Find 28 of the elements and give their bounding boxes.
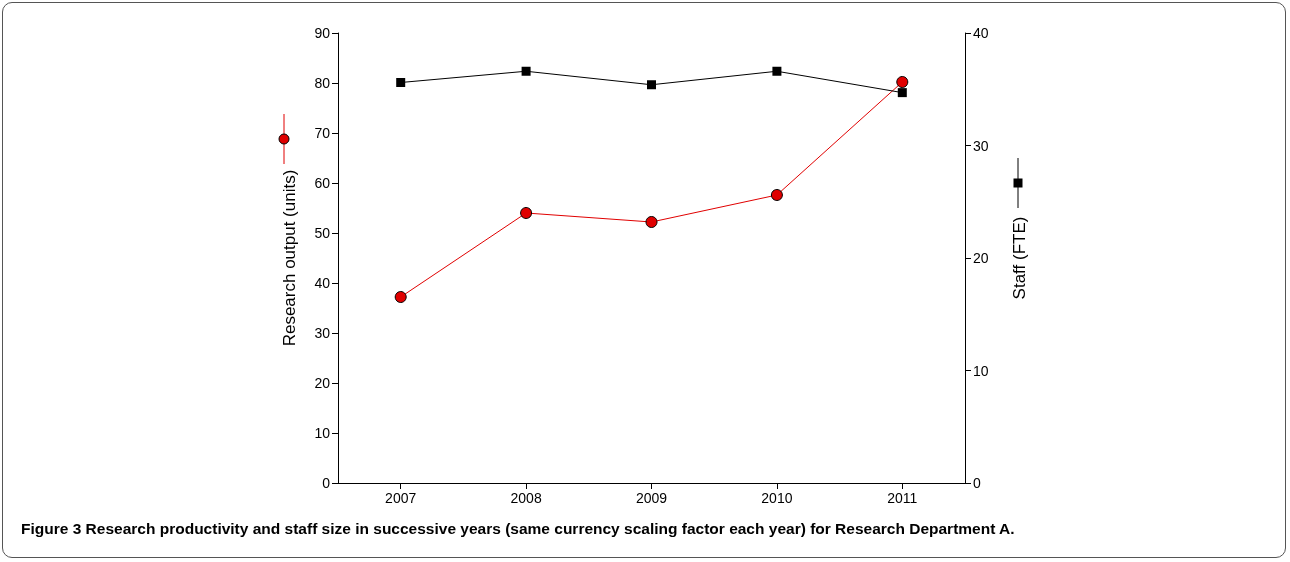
y-tick-label: 60 (314, 175, 331, 191)
x-tick-label: 2008 (510, 490, 542, 506)
x-tick-label: 2009 (635, 490, 668, 506)
y-tick-label: 10 (314, 425, 331, 441)
y-tick-label: 30 (314, 325, 331, 341)
y-tick-label: 70 (314, 125, 331, 141)
x-tick-label: 2011 (887, 490, 918, 506)
x-tick-label: 2007 (385, 490, 417, 506)
y-tick-label: 0 (322, 475, 331, 491)
point (520, 207, 533, 219)
point (394, 291, 407, 303)
y2-tick-label: 10 (973, 362, 989, 379)
y2-axis-title: Staff (FTE) (1010, 216, 1029, 300)
point (896, 76, 909, 88)
y-tick-label: 20 (314, 375, 331, 391)
y2-tick-label: 40 (973, 25, 989, 41)
y-tick-label: 40 (314, 275, 331, 291)
text: Figure 3 Research productivity and staff size in successive years (same currency scaling factor each year) for Research Department A. (21, 519, 1015, 537)
point (770, 189, 783, 201)
point (645, 216, 658, 228)
x-tick-label: 2010 (761, 490, 793, 506)
y2-tick-label: 0 (973, 475, 981, 491)
y-axis-title: Research output (units) (280, 169, 299, 347)
y-tick-label: 80 (314, 75, 331, 91)
y2-tick-label: 20 (973, 250, 989, 266)
y-tick-label: 90 (314, 25, 331, 41)
y2-tick-label: 30 (973, 137, 989, 154)
y-tick-label: 50 (314, 225, 331, 241)
